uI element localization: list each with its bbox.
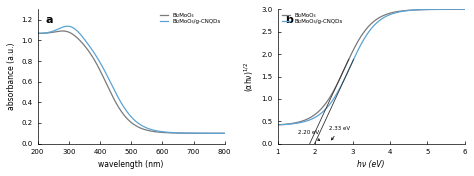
Y-axis label: absorbance (a.u.): absorbance (a.u.): [7, 43, 16, 110]
Bi₂MoO₆/g-CNQDs: [46, 31, 52, 33]
Legend: Bi₂MoO₆, Bi₂MoO₆/g-CNQDs: Bi₂MoO₆, Bi₂MoO₆/g-CNQDs: [159, 12, 222, 26]
Bi₂MoO₆: [400, 10, 405, 12]
Bi₂MoO₆/g-CNQDs: [308, 118, 314, 121]
Bi₂MoO₆/g-CNQDs: [359, 41, 365, 43]
Bi₂MoO₆/g-CNQDs: [35, 32, 40, 34]
Bi₂MoO₆: [177, 132, 182, 134]
Text: a: a: [45, 15, 53, 25]
Line: Bi₂MoO₆: Bi₂MoO₆: [278, 9, 465, 125]
Bi₂MoO₆/g-CNQDs: [65, 25, 71, 27]
Bi₂MoO₆: [144, 129, 149, 131]
Bi₂MoO₆: [196, 132, 202, 134]
Bi₂MoO₆/g-CNQDs: [222, 132, 228, 134]
Bi₂MoO₆/g-CNQDs: [144, 127, 149, 129]
Line: Bi₂MoO₆/g-CNQDs: Bi₂MoO₆/g-CNQDs: [37, 26, 225, 133]
Bi₂MoO₆: [60, 30, 65, 32]
Bi₂MoO₆/g-CNQDs: [323, 108, 328, 110]
Bi₂MoO₆: [462, 8, 468, 10]
Bi₂MoO₆: [154, 131, 160, 133]
X-axis label: wavelength (nm): wavelength (nm): [99, 160, 164, 169]
Bi₂MoO₆: [416, 9, 421, 11]
Bi₂MoO₆/g-CNQDs: [275, 124, 281, 126]
Bi₂MoO₆/g-CNQDs: [385, 14, 391, 17]
Bi₂MoO₆: [148, 130, 154, 132]
Bi₂MoO₆: [385, 13, 391, 15]
Bi₂MoO₆/g-CNQDs: [154, 130, 160, 132]
Y-axis label: $\mathregular{(\alpha h\nu)^{1/2}}$: $\mathregular{(\alpha h\nu)^{1/2}}$: [243, 61, 256, 92]
X-axis label: hν (eV): hν (eV): [357, 160, 385, 169]
Bi₂MoO₆/g-CNQDs: [462, 8, 468, 10]
Bi₂MoO₆: [308, 116, 314, 118]
Line: Bi₂MoO₆/g-CNQDs: Bi₂MoO₆/g-CNQDs: [278, 9, 465, 125]
Bi₂MoO₆/g-CNQDs: [196, 132, 202, 134]
Line: Bi₂MoO₆: Bi₂MoO₆: [37, 31, 225, 133]
Text: 2.33 eV: 2.33 eV: [329, 126, 350, 140]
Text: 2.20 eV: 2.20 eV: [298, 130, 320, 141]
Bi₂MoO₆: [35, 32, 40, 34]
Bi₂MoO₆: [222, 132, 228, 134]
Bi₂MoO₆/g-CNQDs: [148, 128, 154, 131]
Bi₂MoO₆/g-CNQDs: [416, 9, 421, 11]
Bi₂MoO₆: [275, 124, 281, 126]
Bi₂MoO₆/g-CNQDs: [400, 10, 405, 12]
Bi₂MoO₆: [323, 102, 328, 104]
Legend: Bi₂MoO₆, Bi₂MoO₆/g-CNQDs: Bi₂MoO₆, Bi₂MoO₆/g-CNQDs: [281, 12, 344, 26]
Bi₂MoO₆: [359, 33, 365, 35]
Bi₂MoO₆: [46, 32, 52, 34]
Text: b: b: [285, 15, 293, 25]
Bi₂MoO₆/g-CNQDs: [177, 132, 182, 134]
